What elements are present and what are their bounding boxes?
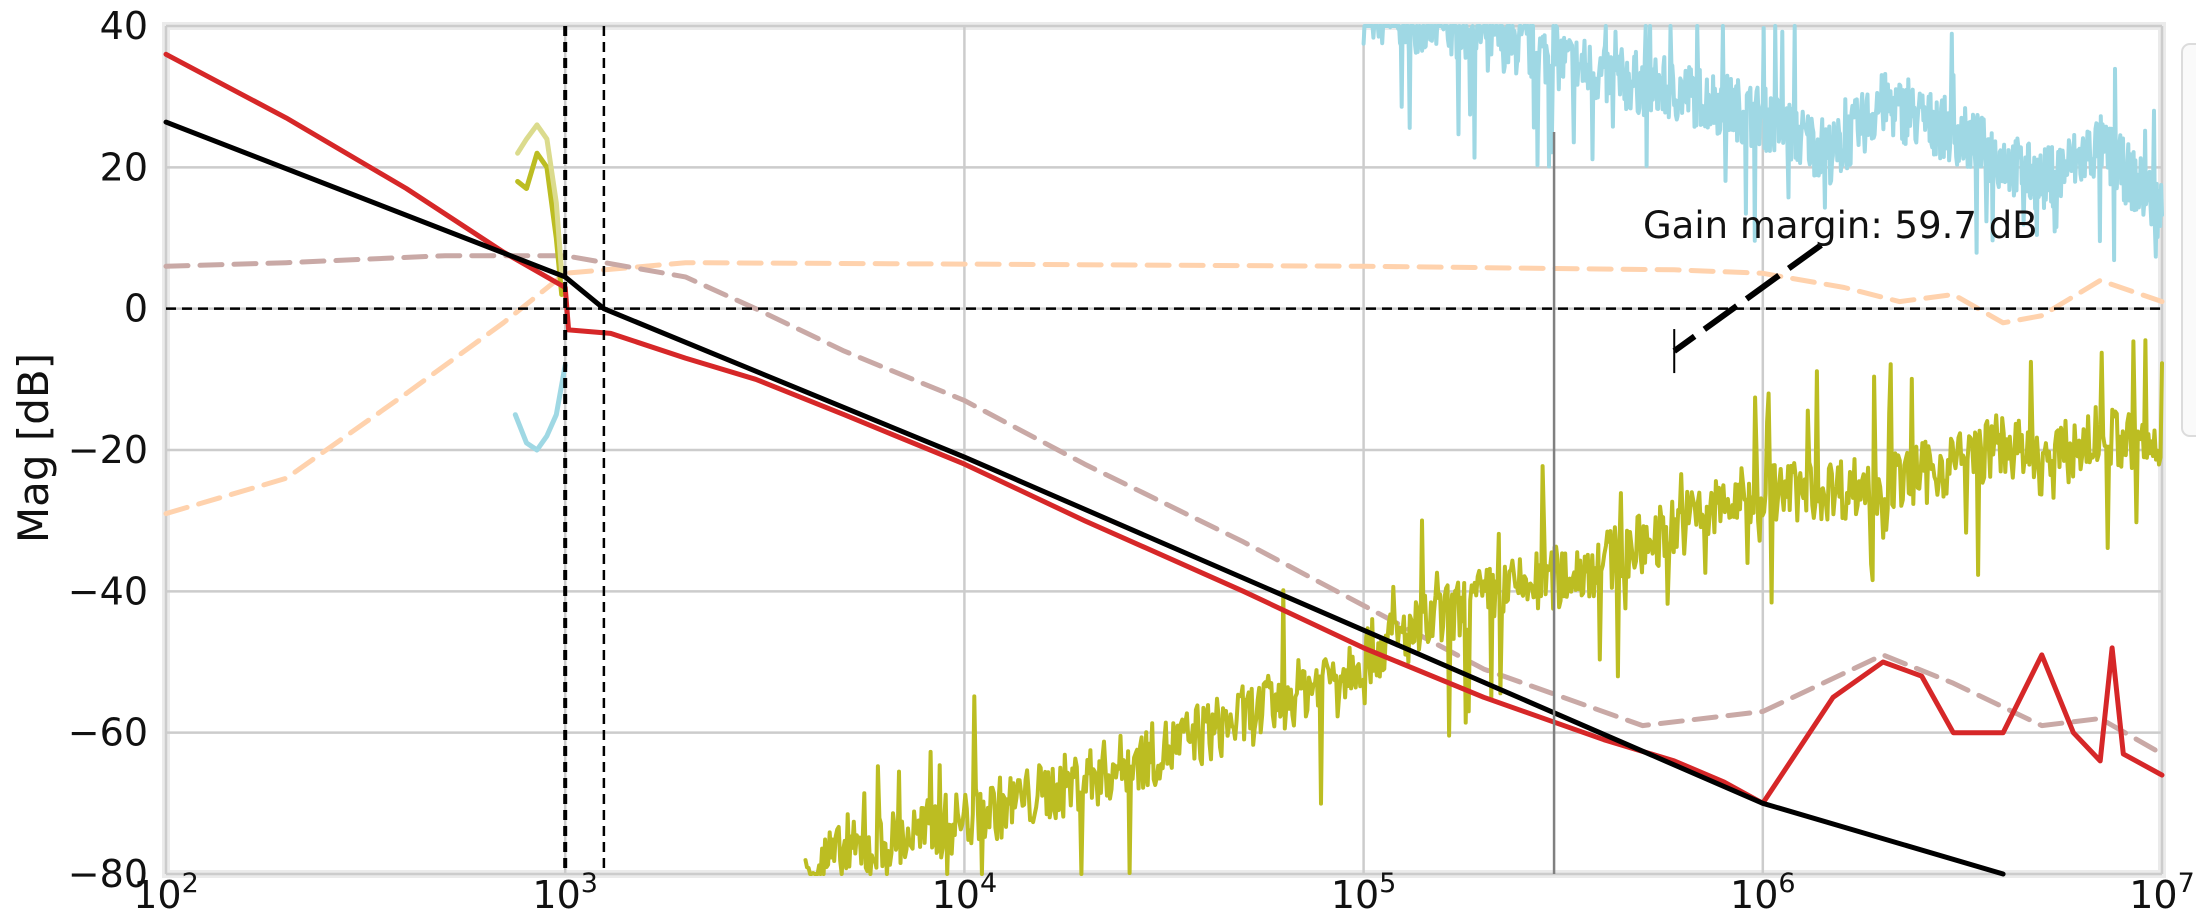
x-tick-label-1: 103	[532, 868, 598, 917]
x-tick-label-2: 104	[932, 868, 998, 917]
y-tick-label-4: −40	[68, 569, 148, 613]
gain-margin-arrow	[1672, 242, 1823, 354]
y-tick-label-3: −20	[68, 428, 148, 472]
annotation-layer: Gain margin: 59.7 dB	[1643, 204, 2038, 374]
x-tick-exp-0: 2	[182, 868, 199, 899]
x-tick-label-4: 106	[1730, 868, 1796, 917]
x-tick-base-1: 10	[532, 873, 580, 917]
series-line-7	[163, 51, 2165, 806]
x-tick-exp-3: 5	[1379, 868, 1396, 899]
y-tick-label-5: −60	[68, 711, 148, 755]
legend-box	[2181, 43, 2196, 437]
series-line-8	[163, 119, 2006, 877]
series-line-0	[163, 260, 2165, 517]
x-tick-label-0: 102	[133, 868, 199, 917]
x-tick-exp-2: 4	[980, 868, 997, 899]
x-tick-exp-5: 7	[2178, 868, 2195, 899]
y-tick-label-0: 40	[100, 4, 148, 48]
series-line-1	[163, 253, 2165, 757]
x-tick-base-3: 10	[1331, 873, 1379, 917]
series-line-2	[1361, 24, 2164, 263]
x-tick-label-3: 105	[1331, 868, 1397, 917]
y-tick-label-1: 20	[100, 145, 148, 189]
x-tick-base-0: 10	[133, 873, 181, 917]
y-axis-label: Mag [dB]	[9, 353, 58, 543]
series-line-3	[512, 362, 568, 453]
x-tick-exp-4: 6	[1778, 868, 1795, 899]
x-tick-base-4: 10	[1730, 873, 1778, 917]
y-tick-label-2: 0	[124, 287, 148, 331]
x-tick-base-5: 10	[2129, 873, 2177, 917]
x-tick-label-5: 107	[2129, 868, 2195, 917]
series-layer	[163, 24, 2165, 877]
series-line-6	[515, 122, 565, 276]
y-tick-label-6: −80	[68, 852, 148, 896]
x-tick-base-2: 10	[932, 873, 980, 917]
x-tick-exp-1: 3	[581, 868, 598, 899]
gain-margin-label: Gain margin: 59.7 dB	[1643, 204, 2038, 247]
series-line-4	[803, 338, 2164, 876]
reference-lines	[166, 26, 2162, 874]
series-line-5	[515, 150, 565, 297]
